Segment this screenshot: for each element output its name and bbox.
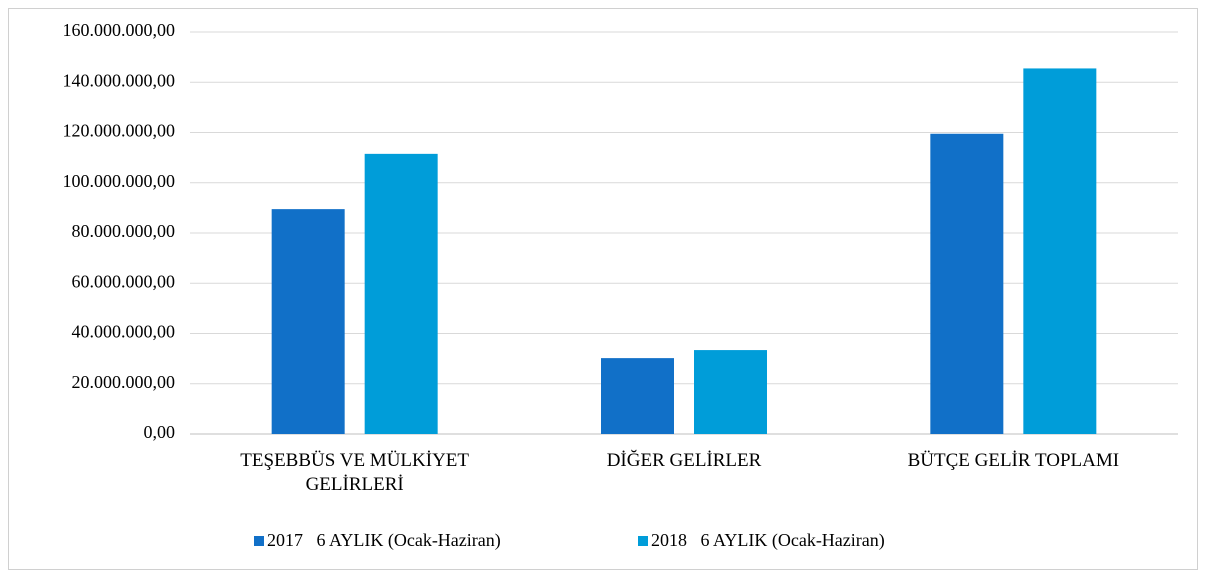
x-tick-label: TEŞEBBÜS VE MÜLKİYET GELİRLERİ	[240, 450, 470, 495]
legend-swatch	[254, 536, 264, 546]
bar	[694, 350, 767, 434]
legend-label: 2018 6 AYLIK (Ocak-Haziran)	[651, 530, 885, 551]
y-tick-label: 100.000.000,00	[63, 171, 176, 191]
bar	[601, 358, 674, 434]
bar	[271, 209, 345, 434]
chart-frame	[8, 8, 1198, 570]
y-tick-label: 160.000.000,00	[63, 20, 176, 40]
legend-swatch	[638, 536, 648, 546]
x-tick-label: BÜTÇE GELİR TOPLAMI	[907, 450, 1120, 471]
y-tick-label: 140.000.000,00	[63, 70, 176, 90]
bar	[364, 153, 438, 434]
y-tick-label: 80.000.000,00	[72, 221, 176, 241]
bar	[1023, 68, 1097, 435]
y-tick-label: 0,00	[144, 422, 176, 442]
x-tick-label: DİĞER GELİRLER	[606, 450, 762, 471]
y-tick-label: 120.000.000,00	[63, 121, 176, 141]
y-tick-label: 60.000.000,00	[72, 271, 176, 291]
y-tick-label: 20.000.000,00	[72, 372, 176, 392]
legend-label: 2017 6 AYLIK (Ocak-Haziran)	[267, 530, 501, 551]
bar	[930, 133, 1004, 434]
y-tick-label: 40.000.000,00	[72, 322, 176, 342]
